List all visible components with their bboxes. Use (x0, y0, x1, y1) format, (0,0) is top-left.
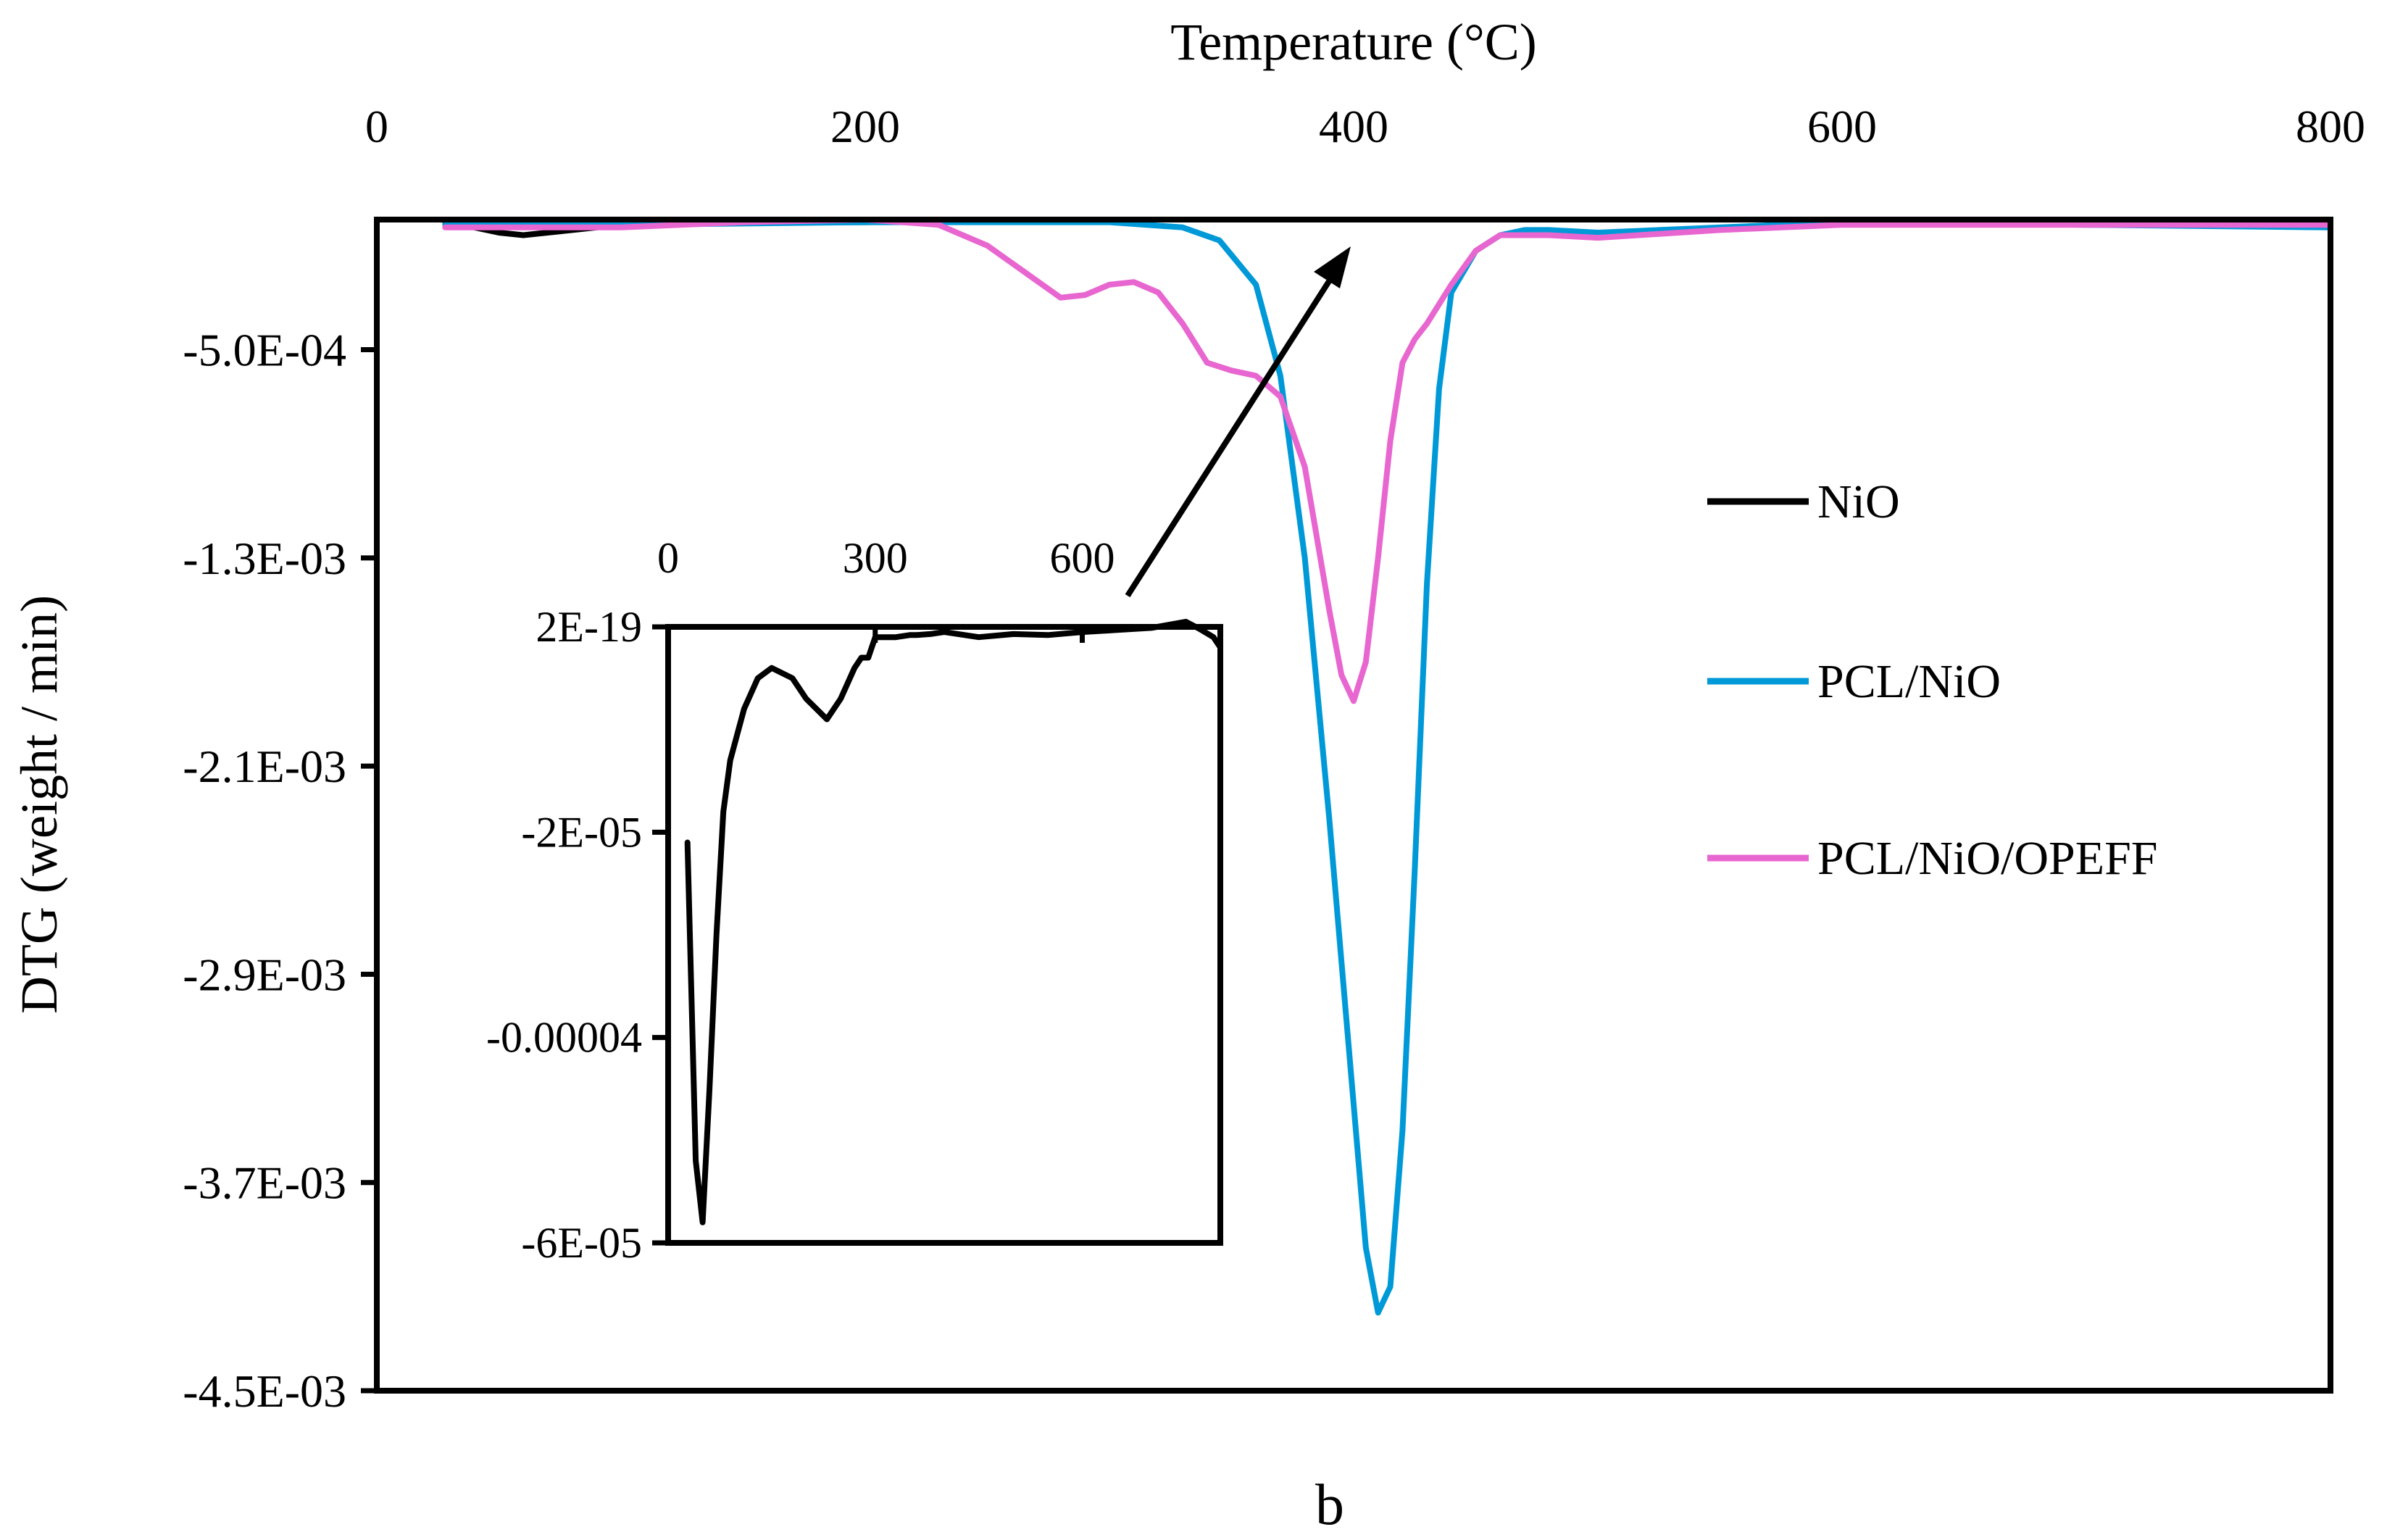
callout-arrow (1125, 246, 1351, 598)
main-x-tick-label-3: 600 (1807, 101, 1877, 152)
inset-y-tick-label-2: -0.00004 (486, 1014, 642, 1062)
main-x-tick-label-0: 0 (365, 101, 388, 152)
inset-series-line-0 (684, 618, 1223, 1225)
y-axis-title: DTG (weight / min) (10, 595, 68, 1014)
main-x-tick-label-1: 200 (830, 101, 900, 152)
inset-x-tick-label-0: 0 (657, 534, 679, 582)
main-x-tick-label-2: 400 (1319, 101, 1388, 152)
main-x-tick-label-4: 800 (2296, 101, 2365, 152)
inset-y-axis-ticks: 2E-19 -2E-05 -0.00004 -6E-05 (486, 603, 668, 1267)
x-axis-title: Temperature (°C) (1170, 13, 1537, 71)
main-plot-frame (374, 217, 2333, 1394)
main-y-tick-label-2: -2.1E-03 (183, 741, 346, 792)
inset-x-tick-labels: 0 300 600 (657, 534, 1115, 643)
main-y-axis-ticks: -5.0E-04 -1.3E-03 -2.1E-03 -2.9E-03 -3.7E-03… (183, 325, 377, 1417)
inset-series-group (684, 618, 1223, 1225)
inset-y-tick-label-3: -6E-05 (521, 1219, 642, 1267)
inset-background (668, 627, 1220, 1243)
main-y-tick-label-1: -1.3E-03 (183, 533, 346, 584)
main-y-tick-label-5: -4.5E-03 (183, 1365, 346, 1417)
inset-plot-frame (665, 624, 1223, 1246)
legend-label-pcl-nio-opeff: PCL/NiO/OPEFF (1817, 832, 2157, 885)
main-x-tick-labels: 0 200 400 600 800 (365, 101, 2365, 152)
inset-y-tick-label-0: 2E-19 (536, 603, 642, 651)
panel-label: b (1315, 1473, 1344, 1537)
main-series-line-2 (442, 217, 2333, 704)
main-series-line-1 (442, 219, 2333, 1316)
legend-label-nio: NiO (1817, 475, 1900, 528)
main-y-tick-label-3: -2.9E-03 (183, 949, 346, 1000)
inset-x-tick-label-2: 600 (1050, 534, 1115, 582)
inset-y-tick-label-1: -2E-05 (521, 808, 642, 856)
main-y-tick-label-4: -3.7E-03 (183, 1157, 346, 1209)
inset-x-tick-label-1: 300 (843, 534, 908, 582)
legend-label-pcl-nio: PCL/NiO (1817, 655, 2001, 708)
legend: NiO PCL/NiO PCL/NiO/OPEFF (1707, 475, 2157, 885)
main-y-tick-label-0: -5.0E-04 (183, 325, 346, 376)
